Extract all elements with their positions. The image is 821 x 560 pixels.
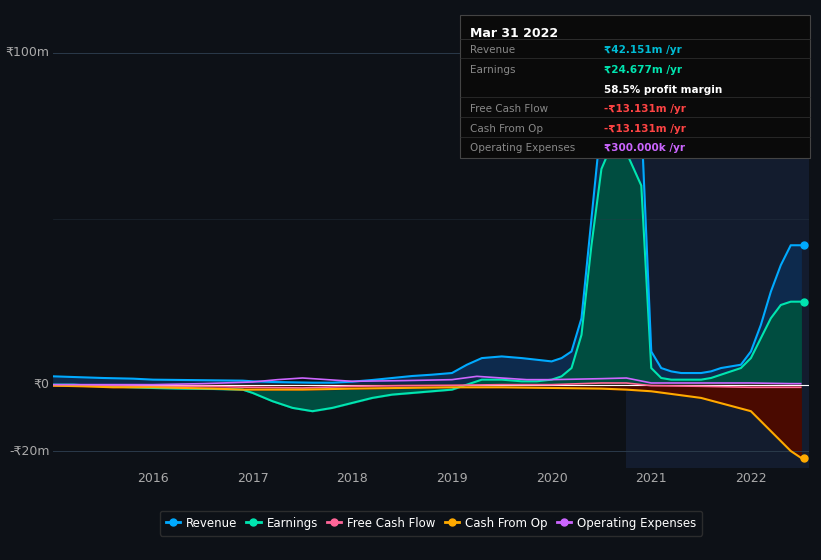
Text: ₹300.000k /yr: ₹300.000k /yr (603, 143, 685, 153)
Text: -₹20m: -₹20m (9, 445, 49, 458)
Text: Cash From Op: Cash From Op (470, 124, 543, 134)
Text: ₹24.677m /yr: ₹24.677m /yr (603, 65, 681, 75)
Bar (626, 20, 809, 468)
Text: Revenue: Revenue (470, 45, 515, 55)
Text: Mar 31 2022: Mar 31 2022 (470, 27, 558, 40)
Text: Free Cash Flow: Free Cash Flow (470, 104, 548, 114)
Text: -₹13.131m /yr: -₹13.131m /yr (603, 124, 686, 134)
Text: Operating Expenses: Operating Expenses (470, 143, 575, 153)
Text: -₹13.131m /yr: -₹13.131m /yr (603, 104, 686, 114)
Text: 58.5% profit margin: 58.5% profit margin (603, 85, 722, 95)
Text: ₹0: ₹0 (34, 378, 49, 391)
Text: Earnings: Earnings (470, 65, 516, 75)
Text: ₹42.151m /yr: ₹42.151m /yr (603, 45, 681, 55)
Text: ₹100m: ₹100m (6, 46, 49, 59)
Legend: Revenue, Earnings, Free Cash Flow, Cash From Op, Operating Expenses: Revenue, Earnings, Free Cash Flow, Cash … (159, 511, 703, 535)
